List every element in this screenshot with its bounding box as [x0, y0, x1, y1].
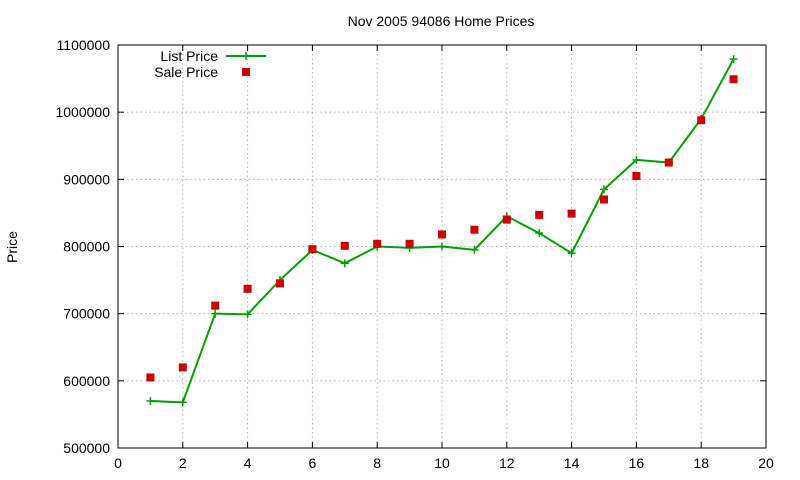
x-tick-label: 16: [629, 455, 645, 471]
sale-price-point: [211, 301, 220, 310]
sale-price-point: [632, 171, 641, 180]
list-price-point: [729, 55, 738, 64]
list-price-point: [632, 155, 641, 164]
y-axis-label: Price: [4, 231, 20, 263]
x-tick-label: 10: [434, 455, 450, 471]
legend-square-marker: [242, 68, 250, 76]
y-tick-label: 1000000: [55, 104, 110, 120]
sale-price-point: [178, 363, 187, 372]
axes: [117, 44, 767, 449]
sale-price-point: [340, 241, 349, 250]
list-price-point: [340, 259, 349, 268]
list-price-point: [146, 396, 155, 405]
sale-price-point: [308, 245, 317, 254]
y-tick-label: 1100000: [57, 37, 111, 53]
sale-price-point: [438, 230, 446, 239]
sale-price-point: [502, 215, 511, 224]
legend-label: Sale Price: [154, 64, 218, 80]
list-price-point: [211, 309, 220, 318]
series-sale-price: [146, 75, 738, 382]
legend-label: List Price: [160, 48, 218, 64]
x-tick-label: 20: [758, 455, 774, 471]
sale-price-point: [405, 239, 414, 248]
x-tick-label: 12: [499, 455, 515, 471]
x-tick-label: 18: [693, 455, 709, 471]
sale-price-point: [600, 195, 608, 204]
sale-price-point: [276, 279, 284, 288]
list-price-point: [470, 245, 479, 254]
x-tick-label: 6: [309, 455, 317, 471]
x-tick-label: 4: [244, 455, 252, 471]
y-tick-label: 600000: [63, 373, 110, 389]
x-tick-label: 8: [373, 455, 381, 471]
sale-price-point: [535, 210, 544, 219]
x-tick-label: 2: [179, 455, 187, 471]
series-layer: [146, 55, 738, 407]
list-price-point: [600, 185, 608, 194]
sale-price-point: [697, 116, 706, 125]
x-tick-label: 14: [564, 455, 580, 471]
list-price-point: [178, 398, 187, 407]
y-tick-label: 500000: [63, 440, 110, 456]
list-price-point: [535, 229, 544, 238]
list-price-point: [567, 249, 576, 258]
chart-title: Nov 2005 94086 Home Prices: [348, 13, 535, 29]
list-price-point: [438, 242, 446, 251]
y-tick-label: 800000: [63, 239, 110, 255]
y-tick-label: 900000: [63, 171, 110, 187]
tick-labels: 0 2 4 6 8 10 12 14 16 18 20 500000 600000 700000 80000…: [55, 37, 774, 471]
sale-price-point: [146, 373, 155, 382]
sale-price-point: [729, 75, 738, 84]
list-price-point: [243, 310, 252, 319]
y-tick-label: 700000: [63, 306, 110, 322]
sale-price-point: [243, 284, 252, 293]
series-list-price: [146, 55, 738, 407]
x-tick-label: 0: [114, 455, 122, 471]
sale-price-point: [470, 225, 479, 234]
sale-price-point: [664, 158, 673, 167]
sale-price-point: [567, 209, 576, 218]
sale-price-point: [373, 239, 382, 248]
legend-plus-marker: [242, 52, 250, 60]
